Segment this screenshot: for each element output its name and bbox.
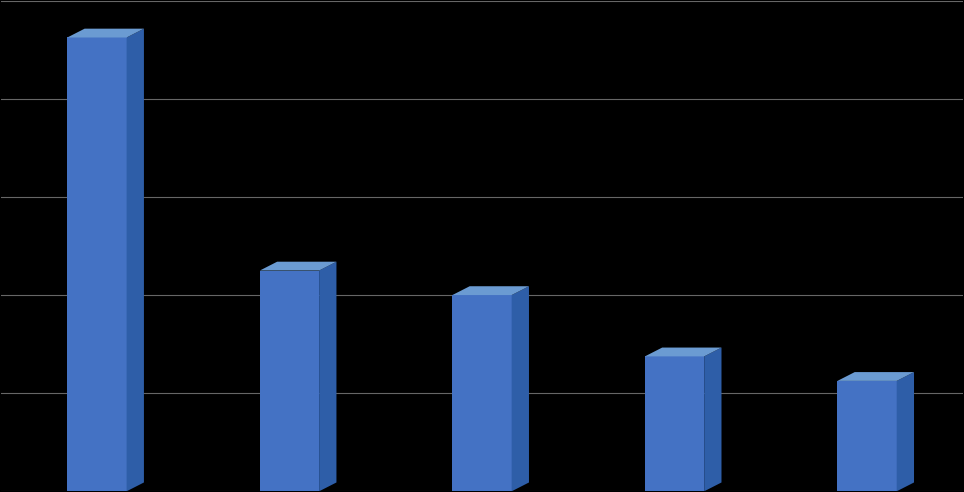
Polygon shape: [126, 29, 144, 492]
Polygon shape: [897, 372, 914, 492]
Polygon shape: [452, 286, 529, 295]
Polygon shape: [452, 295, 512, 492]
Polygon shape: [645, 356, 704, 492]
Polygon shape: [838, 372, 914, 381]
Polygon shape: [319, 262, 336, 492]
Polygon shape: [67, 29, 144, 37]
Polygon shape: [67, 37, 126, 492]
Polygon shape: [260, 262, 336, 271]
Polygon shape: [260, 271, 319, 492]
Polygon shape: [512, 286, 529, 492]
Polygon shape: [645, 347, 721, 356]
Polygon shape: [838, 381, 897, 492]
Polygon shape: [704, 347, 721, 492]
